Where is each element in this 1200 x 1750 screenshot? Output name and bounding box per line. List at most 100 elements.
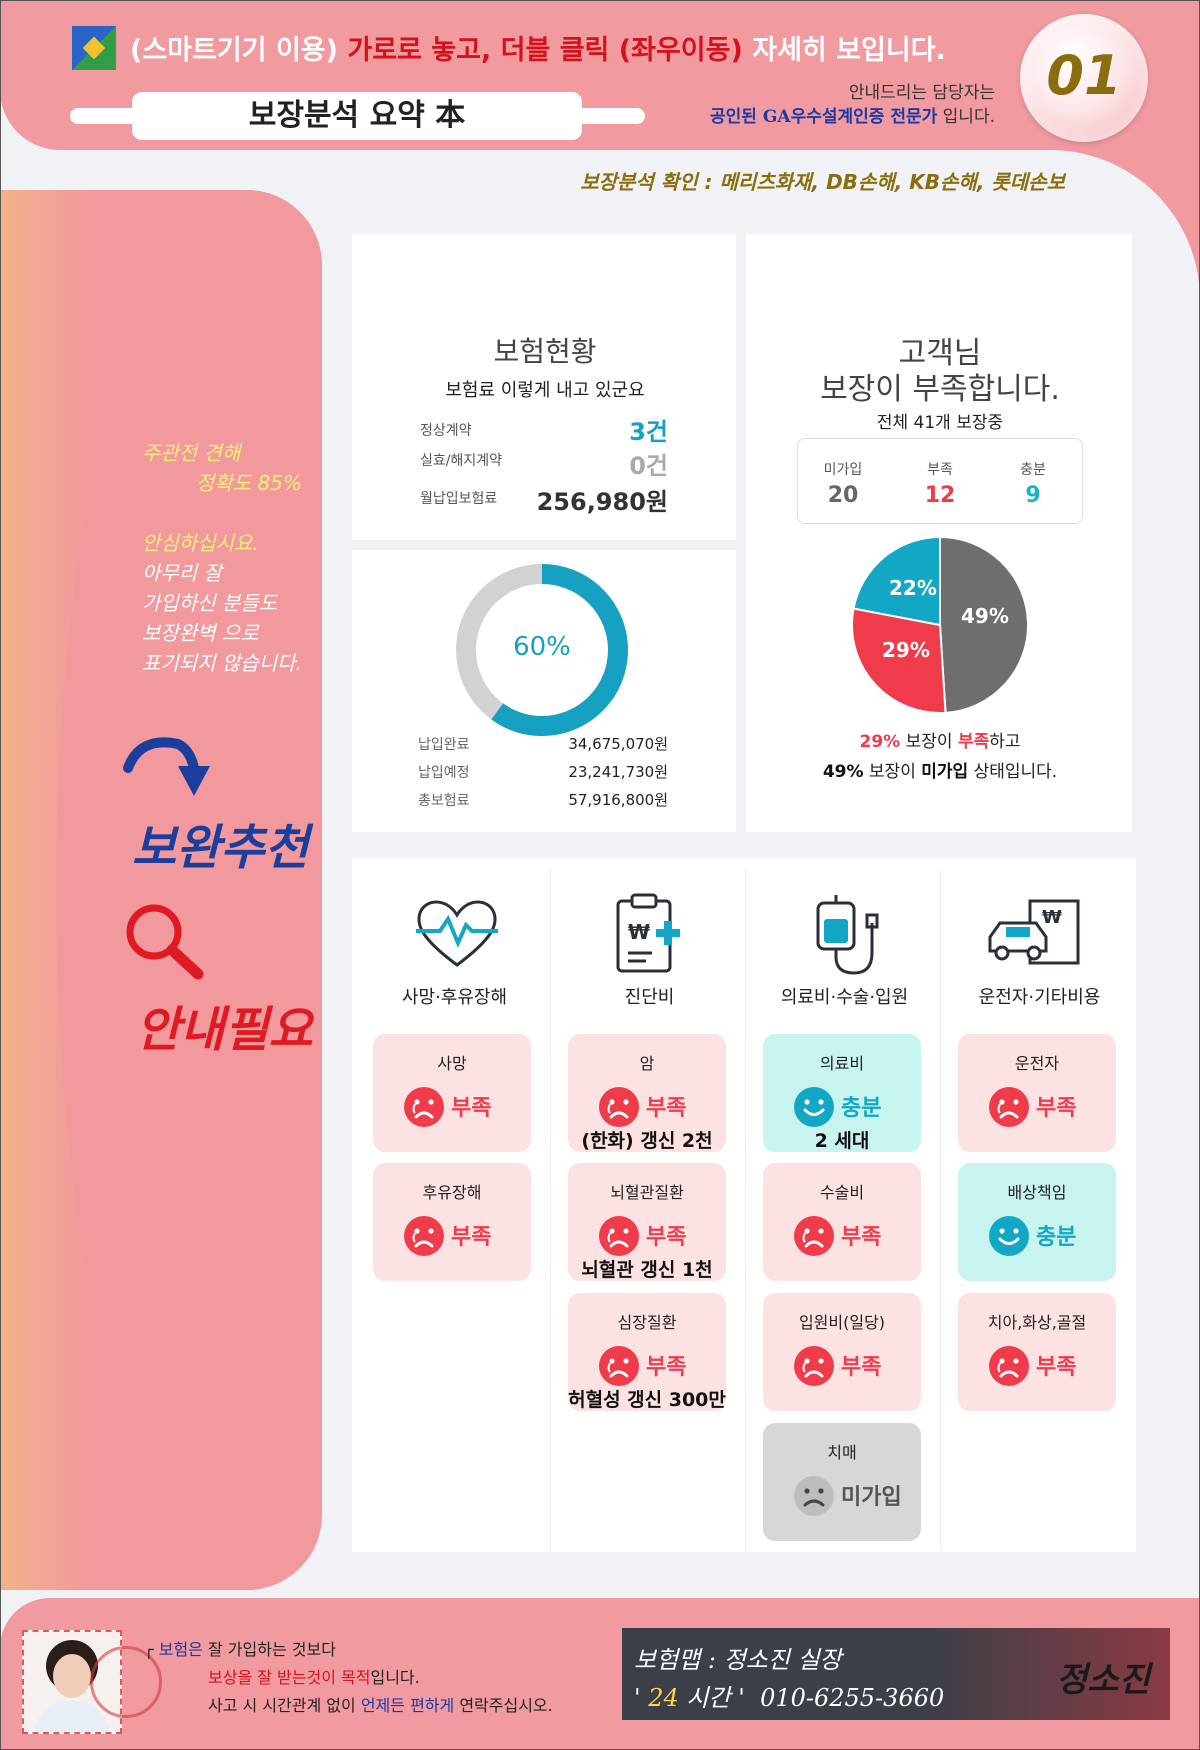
status-face-icon xyxy=(794,1346,834,1386)
status-face-icon xyxy=(794,1216,834,1256)
normal-contract-value: 3건 xyxy=(629,418,668,446)
sidebar-reassure: 안심하십시요. xyxy=(142,531,259,555)
agent-line-2-rest: 입니다. xyxy=(937,107,995,127)
stat-sufficient-value: 9 xyxy=(1025,483,1041,508)
summary-1-end: 하고 xyxy=(989,732,1021,752)
coverage-status: 미가입 xyxy=(841,1485,902,1510)
agent-credential: 공인된 GA우수설계인증 전문가 xyxy=(710,107,938,127)
pie-slice-not-joined xyxy=(939,535,1029,714)
footer-line-2-rest: 입니다. xyxy=(370,1668,420,1687)
pie-label-not-joined: 49% xyxy=(961,604,1009,628)
scheduled-label: 납입예정 xyxy=(418,765,470,781)
contact-time: 시간 ' xyxy=(678,1684,745,1712)
lapsed-contract-label: 실효/해지계약 xyxy=(420,453,502,469)
payment-donut-chart xyxy=(456,564,628,736)
coverage-status: 부족 xyxy=(1036,1355,1077,1380)
coverage-status: 부족 xyxy=(646,1225,687,1250)
title-pill: 보장분석 요약 本 xyxy=(70,92,645,140)
clipboard-medical-icon: ₩ xyxy=(616,893,680,973)
coverage-stat-box: 미가입 20 부족 12 충분 9 xyxy=(797,438,1083,524)
stat-insufficient-value: 12 xyxy=(924,483,956,508)
coverage-title: 수술비 xyxy=(819,1183,865,1202)
summary-2-mid: 보장이 xyxy=(863,762,922,782)
footer-purpose: 보상을 잘 받는것이 목적 xyxy=(208,1668,371,1687)
contact-phone[interactable]: 010-6255-3660 xyxy=(760,1684,945,1712)
summary-2-end: 상태입니다. xyxy=(968,762,1058,782)
stat-insufficient: 부족 12 xyxy=(895,459,985,508)
coverage-status: 부족 xyxy=(646,1096,687,1121)
page-number: 01 xyxy=(1046,44,1122,107)
coverage-cell: 의료비 충분 2 세대 xyxy=(763,1034,921,1152)
coverage-cell: 배상책임 충분 xyxy=(958,1163,1116,1281)
pie-label-sufficient: 22% xyxy=(889,576,937,600)
sidebar-text-4: 아무리 잘 xyxy=(142,561,222,585)
coverage-note: 뇌혈관 갱신 1천 xyxy=(581,1259,713,1281)
status-face-icon xyxy=(989,1087,1029,1127)
coverage-status: 충분 xyxy=(1036,1225,1077,1250)
total-value: 57,916,800원 xyxy=(568,791,668,809)
agent-line-1: 안내드리는 담당자는 xyxy=(848,83,995,103)
app-logo-icon xyxy=(72,26,116,70)
coverage-title: 운전자 xyxy=(1014,1054,1060,1073)
insurance-status-subtitle: 보험료 이렇게 내고 있군요 xyxy=(445,380,645,401)
coverage-title: 입원비(일당) xyxy=(798,1313,886,1332)
magnifier-icon xyxy=(126,904,204,980)
footer-insurance-word: 보험은 xyxy=(158,1640,203,1659)
coverage-title: 사망 xyxy=(437,1054,467,1073)
stat-insufficient-label: 부족 xyxy=(927,462,953,478)
sidebar-text-7: 표기되지 않습니다. xyxy=(142,651,302,675)
summary-line-1: 29% 보장이 부족하고 xyxy=(745,727,1135,752)
stat-not-joined-value: 20 xyxy=(827,483,859,508)
donut-progress-arc xyxy=(456,564,628,736)
coverage-status: 부족 xyxy=(646,1355,687,1380)
status-face-icon xyxy=(599,1216,639,1256)
svg-text:₩: ₩ xyxy=(1042,907,1062,928)
normal-contract-label: 정상계약 xyxy=(420,423,472,439)
status-face-icon xyxy=(404,1216,444,1256)
sidebar-text-6: 보장완벽 으로 xyxy=(142,621,259,645)
divider-1 xyxy=(550,870,551,1550)
stat-sufficient: 충분 9 xyxy=(988,459,1078,508)
coverage-note: (한화) 갱신 2천 xyxy=(581,1130,713,1152)
stat-sufficient-label: 충분 xyxy=(1020,462,1046,478)
status-face-icon xyxy=(989,1216,1029,1256)
coverage-title: 암 xyxy=(639,1054,655,1073)
footer-line-1: ┌ 보험은 잘 가입하는 것보다 xyxy=(144,1640,336,1659)
coverage-cell: 치매 미가입 xyxy=(763,1423,921,1541)
summary-2-pct: 49% xyxy=(822,762,864,782)
footer-line-3-a: 사고 시 시간관계 없이 xyxy=(208,1696,361,1715)
summary-line-2: 49% 보장이 미가입 상태입니다. xyxy=(745,757,1135,782)
coverage-title: 뇌혈관질환 xyxy=(610,1183,684,1202)
postmark-stamp xyxy=(90,1646,162,1718)
iv-bag-icon xyxy=(816,895,879,975)
coverage-status: 부족 xyxy=(1036,1096,1077,1121)
coverage-note: 허혈성 갱신 300만 xyxy=(568,1389,726,1411)
coverage-status: 부족 xyxy=(841,1355,882,1380)
status-face-icon xyxy=(794,1476,834,1516)
paid-label: 납입완료 xyxy=(418,737,470,753)
svg-text:₩: ₩ xyxy=(628,920,650,944)
footer-line-3: 사고 시 시간관계 없이 언제든 편하게 연락주십시오. xyxy=(208,1692,553,1716)
car-document-icon: ₩ xyxy=(988,899,1080,965)
status-face-icon xyxy=(599,1346,639,1386)
coverage-status: 부족 xyxy=(841,1225,882,1250)
sidebar-text-5: 가입하신 분들도 xyxy=(142,591,278,615)
coverage-title: 치아,화상,골절 xyxy=(987,1313,1087,1332)
insurer-check-line: 보장분석 확인 : 메리츠화재, DB손해, KB손해, 롯데손보 xyxy=(580,170,1065,194)
footer-line-3-c: 연락주십시오. xyxy=(454,1696,553,1715)
status-face-icon xyxy=(599,1087,639,1127)
summary-2-word: 미가입 xyxy=(921,762,969,782)
coverage-title: 의료비 xyxy=(819,1054,865,1073)
coverage-pie-chart xyxy=(851,535,1029,714)
curved-arrow-icon xyxy=(123,737,210,796)
pie-label-insufficient: 29% xyxy=(882,638,930,662)
footer-anytime: 언제든 편하게 xyxy=(360,1696,455,1715)
coverage-title: 심장질환 xyxy=(617,1313,677,1332)
donut-percent-label: 60% xyxy=(513,632,571,662)
status-face-icon xyxy=(404,1087,444,1127)
heart-pulse-icon xyxy=(416,900,498,967)
